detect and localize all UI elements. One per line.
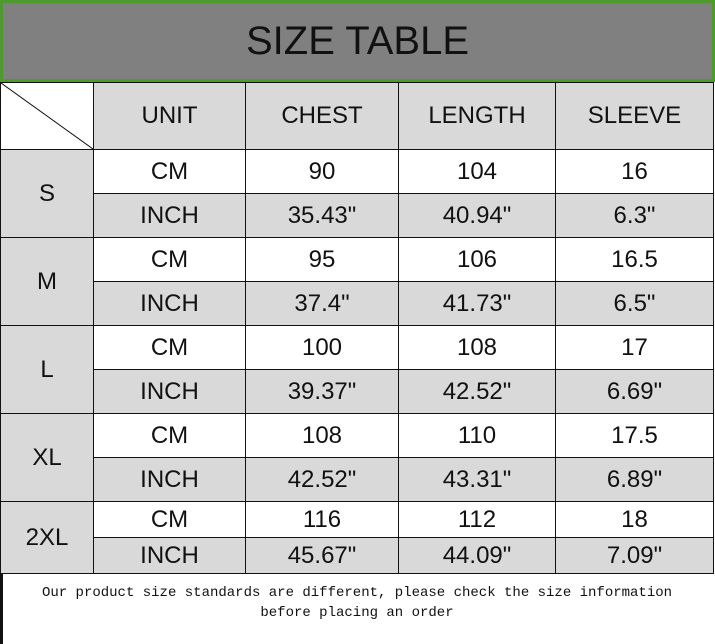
value-cell: 42.52": [245, 457, 399, 502]
header-sleeve: SLEEVE: [555, 82, 714, 150]
unit-cell: INCH: [93, 537, 246, 574]
notice-line-2: before placing an order: [260, 605, 454, 621]
value-cell: 108: [245, 413, 399, 458]
value-cell: 37.4": [245, 281, 399, 326]
value-cell: 100: [245, 325, 399, 370]
unit-cell: INCH: [93, 369, 246, 414]
value-cell: 17: [555, 325, 714, 370]
page-title: SIZE TABLE: [0, 0, 715, 82]
size-table: UNIT CHEST LENGTH SLEEVE S CM 90 104 16 INCH 3…: [0, 82, 714, 574]
value-cell: 42.52": [398, 369, 556, 414]
value-cell: 106: [398, 237, 556, 282]
value-cell: 116: [245, 501, 399, 538]
unit-cell: CM: [93, 237, 246, 282]
unit-cell: INCH: [93, 457, 246, 502]
size-row-cm: M CM 95 106 16.5: [0, 237, 714, 326]
value-cell: 17.5: [555, 413, 714, 458]
size-label: L: [0, 325, 94, 414]
value-cell: 90: [245, 149, 399, 194]
size-row-cm: XL CM 108 110 17.5: [0, 413, 714, 502]
header-row: UNIT CHEST LENGTH SLEEVE: [0, 82, 714, 150]
notice-line-1: Our product size standards are different…: [41, 585, 673, 601]
size-row-inch: INCH 42.52" 43.31" 6.89": [1, 457, 714, 502]
unit-cell: CM: [93, 325, 246, 370]
size-row-cm: S CM 90 104 16: [0, 149, 714, 238]
value-cell: 108: [398, 325, 556, 370]
value-cell: 18: [555, 501, 714, 538]
size-label: XL: [0, 413, 94, 502]
size-label: 2XL: [0, 501, 94, 574]
unit-cell: INCH: [93, 193, 246, 238]
corner-cell: [0, 82, 94, 150]
value-cell: 6.5": [555, 281, 714, 326]
size-row-inch: INCH 45.67" 44.09" 7.09": [1, 537, 714, 574]
header-length: LENGTH: [398, 82, 556, 150]
unit-cell: CM: [93, 413, 246, 458]
size-row-inch: INCH 39.37" 42.52" 6.69": [1, 369, 714, 414]
value-cell: 43.31": [398, 457, 556, 502]
value-cell: 112: [398, 501, 556, 538]
unit-cell: CM: [93, 149, 246, 194]
value-cell: 95: [245, 237, 399, 282]
unit-cell: INCH: [93, 281, 246, 326]
value-cell: 39.37": [245, 369, 399, 414]
value-cell: 44.09": [398, 537, 556, 574]
value-cell: 6.89": [555, 457, 714, 502]
value-cell: 45.67": [245, 537, 399, 574]
size-notice: Our product size standards are different…: [0, 574, 711, 644]
value-cell: 6.3": [555, 193, 714, 238]
value-cell: 104: [398, 149, 556, 194]
value-cell: 35.43": [245, 193, 399, 238]
size-row-inch: INCH 35.43" 40.94" 6.3": [1, 193, 714, 238]
size-row-inch: INCH 37.4" 41.73" 6.5": [1, 281, 714, 326]
value-cell: 7.09": [555, 537, 714, 574]
value-cell: 41.73": [398, 281, 556, 326]
size-label: M: [0, 237, 94, 326]
unit-cell: CM: [93, 501, 246, 538]
value-cell: 110: [398, 413, 556, 458]
value-cell: 16.5: [555, 237, 714, 282]
value-cell: 40.94": [398, 193, 556, 238]
size-row-cm: 2XL CM 116 112 18: [0, 501, 714, 574]
header-unit: UNIT: [93, 82, 246, 150]
size-row-cm: L CM 100 108 17: [0, 325, 714, 414]
value-cell: 6.69": [555, 369, 714, 414]
value-cell: 16: [555, 149, 714, 194]
size-label: S: [0, 149, 94, 238]
header-chest: CHEST: [245, 82, 399, 150]
